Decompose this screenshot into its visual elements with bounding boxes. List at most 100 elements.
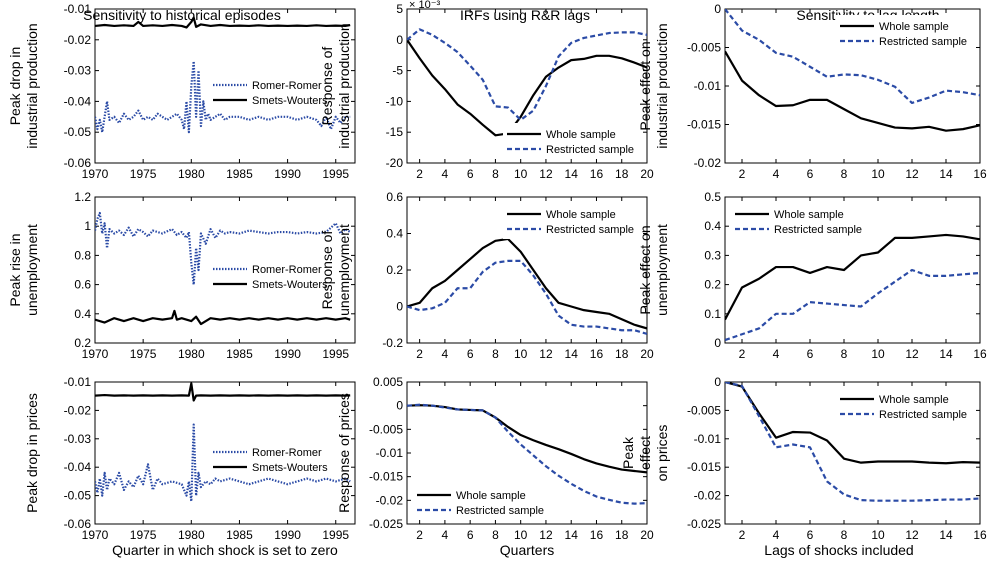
panel-0-0-xtick-label: 1975 xyxy=(130,167,157,181)
panel-2-0-xtick-label: 1970 xyxy=(82,528,109,542)
panel-1-0-legend-bg xyxy=(209,258,349,294)
panel-1-1-xtick-label: 12 xyxy=(539,347,553,361)
panel-1-1-ytick-label: 0 xyxy=(396,300,403,314)
panel-2-0-legend-label: Romer-Romer xyxy=(252,447,322,459)
panel-2-2-legend-label: Whole sample xyxy=(879,394,949,406)
panel-2-1-xtick-label: 6 xyxy=(467,528,474,542)
panel-0-2-plot-area xyxy=(725,9,980,132)
panel-0-0-xtick-label: 1990 xyxy=(274,167,301,181)
panel-2-2-series-restricted-sample xyxy=(725,382,980,502)
panel-2-2-ytick-label: -0.01 xyxy=(694,432,722,446)
panel-2-1-legend-bg xyxy=(413,484,553,520)
panel-0-2-xtick-label: 8 xyxy=(841,167,848,181)
panel-2-1-xtick-label: 12 xyxy=(539,528,553,542)
panel-1-2-ytick-label: 0.2 xyxy=(704,278,721,292)
panel-1-2-ytick-label: 0 xyxy=(714,336,721,350)
panel-2-2-xtick-label: 8 xyxy=(841,528,848,542)
panel-1-0-ytick-label: 0.4 xyxy=(74,307,91,321)
panel-1-2-ytick-label: 0.1 xyxy=(704,307,721,321)
panel-1-2-xtick-label: 2 xyxy=(739,347,746,361)
panel-2-2-legend-label: Restricted sample xyxy=(879,409,967,421)
panel-0-1-ytick-label: -15 xyxy=(386,125,404,139)
panel-2-1-ytick-label: -0.02 xyxy=(376,493,404,507)
panel-2-1-legend-label: Whole sample xyxy=(456,490,526,502)
panel-1-2-series-whole-sample xyxy=(725,233,980,321)
panel-2-0-xtick-label: 1975 xyxy=(130,528,157,542)
panel-1-2-frame xyxy=(724,196,981,344)
panel-1-1-xtick-label: 6 xyxy=(467,347,474,361)
panel-2-0: 1970 1975 1980 1985 1990 1995 -0.01 -0.02 -0.03 -… xyxy=(24,375,356,542)
panel-2-1-xtick-label: 2 xyxy=(416,528,423,542)
panel-0-0-legend-label: Romer-Romer xyxy=(252,80,322,92)
panel-0-0-legend-bg xyxy=(209,74,349,110)
panel-0-2-legend-label: Restricted sample xyxy=(879,36,967,48)
panel-0-0-ytick-label: -0.05 xyxy=(64,125,92,139)
panel-1-1-ylabel-line: Response of xyxy=(319,231,335,310)
panel-0-0-xtick-label: 1985 xyxy=(226,167,253,181)
panel-0-0-legend: Romer-Romer Smets-Wouters xyxy=(209,74,349,110)
panel-2-2-ylabel-line: on prices xyxy=(654,425,670,482)
panel-1-2-plot-area xyxy=(725,233,980,342)
x-axis-label-historical: Quarter in which shock is set to zero xyxy=(112,542,338,558)
panel-0-0-frame xyxy=(94,8,356,164)
panel-0-1-ytick-label: -20 xyxy=(386,156,404,170)
panel-0-0-ytick-label: -0.06 xyxy=(64,156,92,170)
panel-0-1-xtick-label: 12 xyxy=(539,167,553,181)
panel-2-0-legend-bg xyxy=(209,441,349,477)
panel-2-1-legend: Whole sample Restricted sample xyxy=(413,484,553,520)
panel-1-1-xtick-label: 2 xyxy=(416,347,423,361)
panel-1-0-legend-label: Smets-Wouters xyxy=(252,279,328,291)
panel-2-2-frame xyxy=(724,381,981,525)
panel-1-0-ylabel-line: Peak rise in xyxy=(7,233,23,306)
panel-1-0-ytick-label: 0.2 xyxy=(74,336,91,350)
panel-1-0-ytick-label: 0.6 xyxy=(74,278,91,292)
panel-0-1-ylabel-line: industrial production xyxy=(336,23,352,148)
panel-2-1-xtick-label: 10 xyxy=(514,528,528,542)
panel-2-1-xtick-label: 16 xyxy=(590,528,604,542)
panel-2-0-frame xyxy=(94,381,356,525)
panel-0-1-series-whole-sample xyxy=(407,39,647,137)
panel-0-1-xtick-label: 20 xyxy=(640,167,654,181)
panel-1-2: 2 4 6 8 10 12 14 16 0.5 0.4 0.3 0.2 0.1 0 Peak effect … xyxy=(637,190,987,361)
panel-1-1-series-restricted-sample xyxy=(407,259,647,335)
panel-1-1-xtick-label: 16 xyxy=(590,347,604,361)
panel-0-2-ytick-label: 0 xyxy=(714,2,721,16)
panel-0-2-legend-label: Whole sample xyxy=(879,21,949,33)
panel-2-2: 2 4 6 8 10 12 14 16 0 -0.005 -0.01 -0.015 -0.02 -0.02… xyxy=(620,375,987,542)
panel-0-0-ylabel-line: Peak drop in xyxy=(7,47,23,126)
x-axis-label-lags: Lags of shocks included xyxy=(764,542,913,558)
panel-0-2-xtick-label: 4 xyxy=(773,167,780,181)
panel-0-2-legend: Whole sample Restricted sample xyxy=(836,15,976,51)
panel-2-1-ylabel-line: Response of prices xyxy=(336,393,352,513)
panel-1-1-xtick-label: 10 xyxy=(514,347,528,361)
panel-1-2-xtick-label: 14 xyxy=(939,347,953,361)
panel-1-0-ylabel-line: unemployment xyxy=(24,224,40,316)
panel-2-2-ytick-label: 0 xyxy=(714,375,721,389)
panel-2-2-ytick-label: -0.025 xyxy=(687,517,721,531)
panel-0-0-ytick-label: -0.01 xyxy=(64,2,92,16)
panel-1-2-legend-bg xyxy=(731,203,871,239)
panel-2-0-ytick-label: -0.01 xyxy=(64,375,92,389)
panel-0-1-plot-area xyxy=(407,28,647,137)
panel-1-2-xtick-label: 12 xyxy=(905,347,919,361)
panel-1-0-legend: Romer-Romer Smets-Wouters xyxy=(209,258,349,294)
panel-1-2-ytick-label: 0.3 xyxy=(704,248,721,262)
panel-0-0-xtick-label: 1970 xyxy=(82,167,109,181)
panel-2-1-xtick-label: 18 xyxy=(615,528,629,542)
panel-2-2-ylabel-line: effect xyxy=(637,436,653,470)
panel-0-1: 2 4 6 8 10 12 14 16 18 20 5 0 -5 -10 -15 -20 × 10⁻³ Respo… xyxy=(319,0,654,181)
panel-2-1-plot-area xyxy=(407,403,647,505)
panel-0-0-series-romer-romer xyxy=(95,60,351,134)
panel-1-2-legend: Whole sample Restricted sample xyxy=(731,203,871,239)
panel-2-2-ytick-label: -0.005 xyxy=(687,403,721,417)
panel-1-0-xtick-label: 1975 xyxy=(130,347,157,361)
panel-0-2-xtick-label: 14 xyxy=(939,167,953,181)
panel-0-2-series-whole-sample xyxy=(725,50,980,132)
panel-1-1-plot-area xyxy=(407,237,647,335)
panel-2-2-xtick-label: 4 xyxy=(773,528,780,542)
panel-0-1-ytick-label: 0 xyxy=(396,33,403,47)
panel-1-0-ytick-label: 1 xyxy=(84,219,91,233)
panel-0-0-ylabel-line: industrial production xyxy=(24,23,40,148)
panel-0-1-xtick-label: 2 xyxy=(416,167,423,181)
